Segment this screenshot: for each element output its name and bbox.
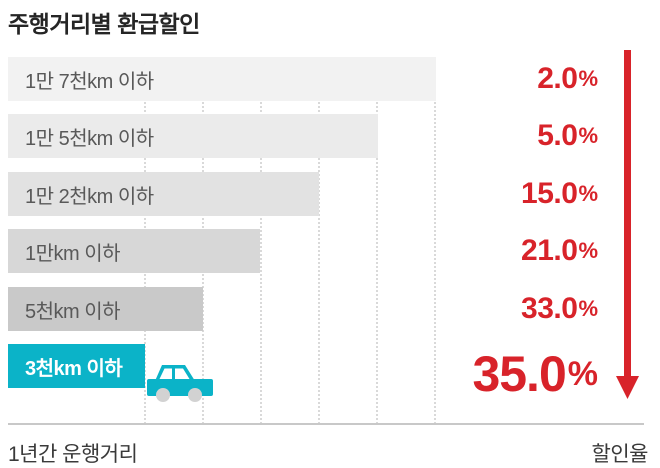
value-label: 35.0%	[472, 346, 598, 402]
bar-row: 5천km 이하 33.0%	[0, 287, 660, 331]
gridline	[376, 57, 378, 424]
value-label: 2.0%	[537, 62, 598, 95]
page-title: 주행거리별 환급할인	[8, 11, 200, 37]
bar-row-highlight: 3천km 이하 35.0%	[0, 344, 660, 402]
car-icon	[147, 365, 213, 402]
value-label: 15.0%	[521, 177, 598, 210]
value-label: 21.0%	[521, 234, 598, 267]
y-axis-label: 할인율	[591, 443, 649, 466]
bar-row: 1만 5천km 이하 5.0%	[0, 114, 660, 158]
x-axis-label: 1년간 운행거리	[8, 443, 138, 466]
bar: 1만km 이하	[8, 229, 260, 273]
gridline	[318, 57, 320, 424]
bar-row: 1만km 이하 21.0%	[0, 229, 660, 273]
gridline	[260, 57, 262, 424]
bar-row: 1만 7천km 이하 2.0%	[0, 57, 660, 101]
bar: 1만 7천km 이하	[8, 57, 436, 101]
axis-line	[8, 423, 644, 425]
bar-label: 1만 5천km 이하	[25, 127, 154, 150]
gridline	[434, 57, 436, 424]
bar: 3천km 이하	[8, 344, 145, 388]
bar-row: 1만 2천km 이하 15.0%	[0, 172, 660, 216]
value-label: 33.0%	[521, 292, 598, 325]
bar: 1만 5천km 이하	[8, 114, 378, 158]
bar-label: 5천km 이하	[25, 300, 121, 323]
down-arrow-icon	[616, 50, 639, 399]
bar: 5천km 이하	[8, 287, 203, 331]
bar: 1만 2천km 이하	[8, 172, 319, 216]
value-label: 5.0%	[537, 119, 598, 152]
bar-label: 1만 2천km 이하	[25, 185, 154, 208]
bar-label: 3천km 이하	[25, 357, 123, 380]
bar-label: 1만km 이하	[25, 242, 121, 265]
bar-label: 1만 7천km 이하	[25, 70, 154, 93]
